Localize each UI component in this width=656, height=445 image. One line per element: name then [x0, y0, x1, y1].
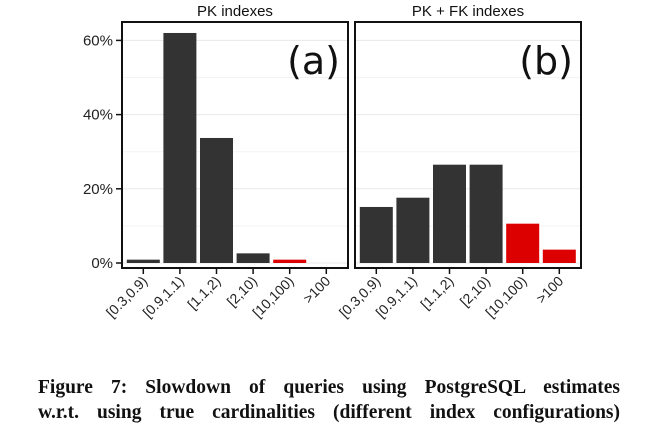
bar — [236, 253, 270, 263]
caption-line-2: w.r.t. using true cardinalities (differe… — [38, 402, 620, 423]
y-tick-label: 60% — [83, 32, 113, 49]
panel-frame — [121, 21, 349, 269]
x-tick-label: [10,100) — [482, 273, 530, 321]
x-tick-label: >100 — [533, 273, 567, 307]
bar — [273, 259, 307, 263]
bar — [163, 32, 197, 264]
y-tick-label: 40% — [83, 107, 113, 124]
bar — [506, 223, 540, 263]
y-tick-label: 20% — [83, 181, 113, 198]
bar — [396, 197, 430, 263]
bar — [469, 164, 503, 263]
panel-label: (b) — [519, 39, 573, 83]
panel-frame — [354, 21, 582, 269]
bar — [126, 259, 160, 263]
panel-label: (a) — [287, 39, 340, 83]
x-tick-label: [1.1,2) — [417, 273, 456, 312]
bar — [542, 249, 576, 263]
y-tick-label: 0% — [91, 255, 113, 272]
x-tick-label: [0.9,1.1) — [139, 273, 187, 321]
x-tick-label: >100 — [300, 273, 334, 307]
x-tick-label: [1.1,2) — [184, 273, 223, 312]
panel-title: PK indexes — [197, 3, 273, 20]
caption-line-1: Figure 7: Slowdown of queries using Post… — [38, 377, 620, 398]
bar — [433, 164, 466, 263]
panel-title: PK + FK indexes — [412, 3, 524, 20]
x-tick-label: [0.9,1.1) — [372, 273, 420, 321]
bar — [200, 137, 233, 263]
x-tick-label: [10,100) — [249, 273, 297, 321]
figure-caption: Figure 7: Slowdown of queries using Post… — [38, 375, 620, 425]
bar — [359, 206, 393, 263]
